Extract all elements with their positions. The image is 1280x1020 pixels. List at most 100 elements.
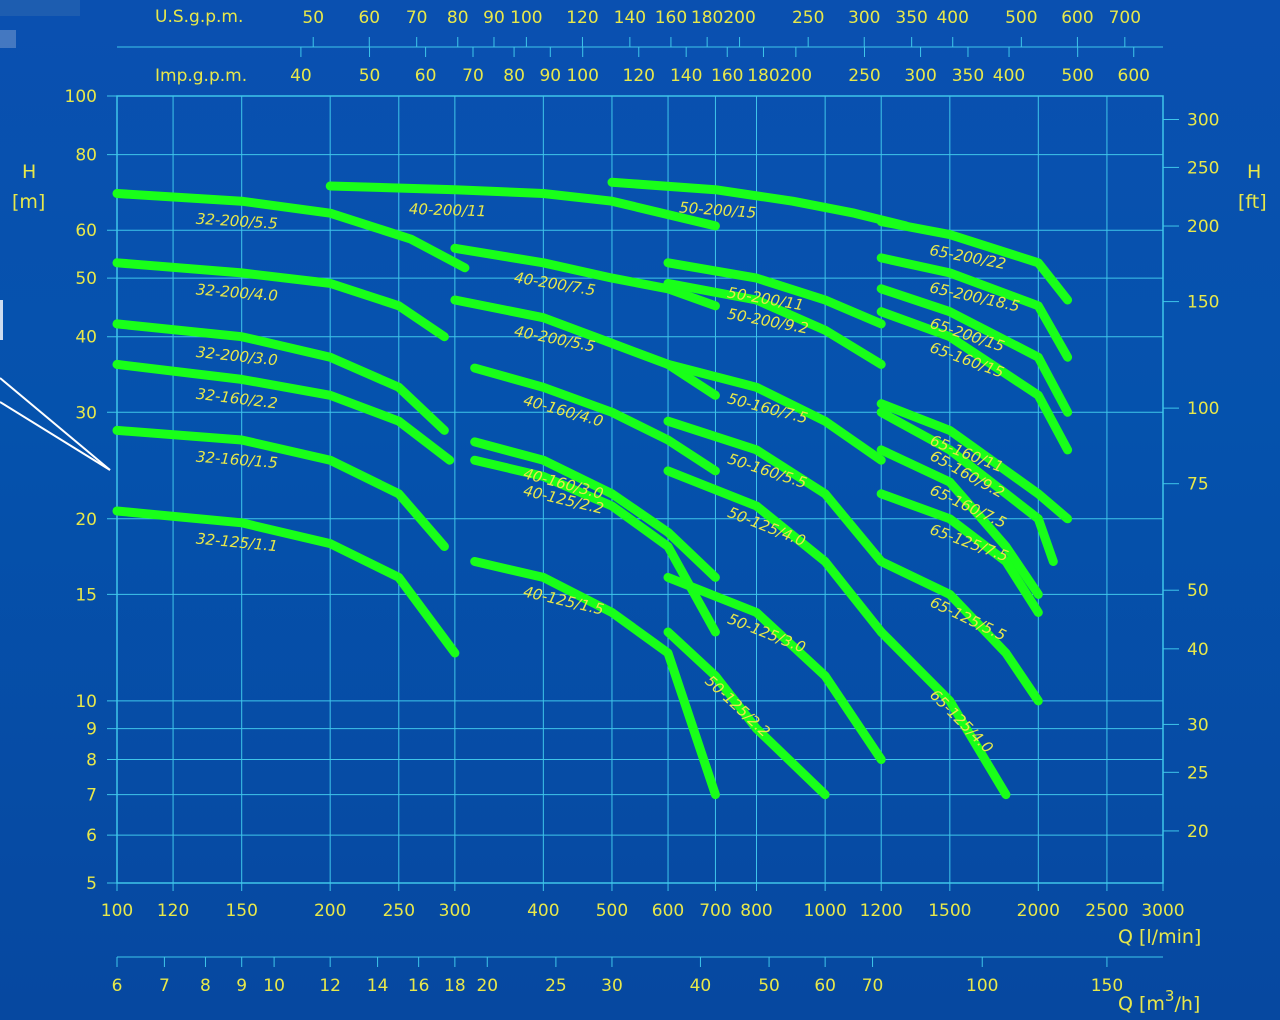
pump-curve-label: 32-200/4.0 bbox=[195, 280, 278, 305]
y-tick-label-m: 9 bbox=[86, 720, 97, 740]
pump-curve-label: 40-200/11 bbox=[409, 200, 487, 220]
curves-layer bbox=[112, 177, 1073, 800]
pump-curve bbox=[876, 407, 1058, 566]
pump-curve bbox=[112, 319, 449, 435]
x-tick-label-m3h: 6 bbox=[112, 976, 123, 996]
y-tick-label-m: 5 bbox=[86, 874, 97, 894]
x-tick-label-impgpm: 500 bbox=[1061, 66, 1093, 86]
x-tick-label-m3h: 60 bbox=[814, 976, 836, 996]
x-tick-label-lmin: 800 bbox=[740, 901, 772, 921]
x-tick-label-usgpm: 700 bbox=[1109, 8, 1141, 28]
x-tick-label-usgpm: 600 bbox=[1061, 8, 1093, 28]
y-tick-label-ft: 50 bbox=[1187, 581, 1209, 601]
x-tick-label-m3h: 20 bbox=[476, 976, 498, 996]
x-tick-label-m3h: 30 bbox=[601, 976, 623, 996]
h-left-label: H bbox=[22, 161, 36, 183]
pump-curve bbox=[876, 489, 1043, 617]
pump-curve bbox=[325, 181, 720, 231]
pump-curve bbox=[663, 466, 886, 637]
y-tick-label-m: 50 bbox=[75, 269, 97, 289]
y-tick-label-m: 6 bbox=[86, 826, 97, 846]
x-tick-label-m3h: 70 bbox=[862, 976, 884, 996]
pump-curve bbox=[663, 416, 886, 566]
x-tick-label-m3h: 9 bbox=[236, 976, 247, 996]
x-tick-label-usgpm: 80 bbox=[447, 8, 469, 28]
pump-curve bbox=[450, 243, 720, 311]
y-tick-label-m: 7 bbox=[86, 786, 97, 806]
x-tick-label-usgpm: 160 bbox=[655, 8, 687, 28]
x-tick-label-usgpm: 50 bbox=[302, 8, 324, 28]
q-lmin-label: Q [l/min] bbox=[1118, 926, 1201, 948]
x-tick-label-impgpm: 90 bbox=[539, 66, 561, 86]
pump-curve bbox=[663, 258, 886, 329]
x-tick-label-impgpm: 350 bbox=[952, 66, 984, 86]
x-tick-label-impgpm: 120 bbox=[623, 66, 655, 86]
h-right-unit: [ft] bbox=[1238, 191, 1267, 213]
left-annot-line-1 bbox=[0, 377, 111, 471]
x-tick-label-m3h: 12 bbox=[319, 976, 341, 996]
y-tick-label-m: 40 bbox=[75, 328, 97, 348]
x-tick-label-lmin: 1200 bbox=[860, 901, 903, 921]
pump-curve bbox=[607, 177, 911, 231]
pump-curve-label: 65-125/4.0 bbox=[926, 686, 997, 757]
y-tick-label-m: 80 bbox=[75, 146, 97, 166]
x-tick-label-lmin: 400 bbox=[527, 901, 559, 921]
x-tick-label-lmin: 2000 bbox=[1017, 901, 1060, 921]
x-tick-label-impgpm: 160 bbox=[711, 66, 743, 86]
y-tick-label-m: 15 bbox=[75, 585, 97, 605]
axes-layer: 100 120 150 200 250 300 400 500 600 700 800 1000 120… bbox=[65, 8, 1220, 996]
x-tick-label-lmin: 300 bbox=[439, 901, 471, 921]
left-annot-line-2 bbox=[0, 401, 111, 471]
pump-curve bbox=[112, 425, 449, 551]
pump-curve bbox=[470, 455, 720, 637]
x-tick-label-impgpm: 600 bbox=[1118, 66, 1150, 86]
y-tick-label-m: 10 bbox=[75, 692, 97, 712]
x-tick-label-usgpm: 90 bbox=[483, 8, 505, 28]
y-tick-label-ft: 200 bbox=[1187, 217, 1219, 237]
pump-curve-label: 32-125/1.1 bbox=[195, 530, 278, 556]
y-tick-label-m: 30 bbox=[75, 403, 97, 423]
x-tick-label-m3h: 16 bbox=[408, 976, 430, 996]
x-tick-label-lmin: 600 bbox=[652, 901, 684, 921]
pump-curve-label: 50-200/15 bbox=[679, 198, 757, 221]
pump-curve-label: 32-160/1.5 bbox=[195, 448, 278, 472]
x-tick-label-usgpm: 180 bbox=[691, 8, 723, 28]
x-tick-label-usgpm: 500 bbox=[1005, 8, 1037, 28]
x-tick-label-impgpm: 60 bbox=[415, 66, 437, 86]
top-axis-bar-1 bbox=[0, 0, 80, 16]
x-tick-label-m3h: 100 bbox=[966, 976, 998, 996]
x-tick-label-impgpm: 250 bbox=[848, 66, 880, 86]
pump-curve bbox=[876, 627, 1011, 800]
pump-curve bbox=[112, 258, 449, 342]
x-tick-label-m3h: 10 bbox=[263, 976, 285, 996]
pump-curve-label: 32-160/2.2 bbox=[195, 385, 279, 413]
x-tick-label-impgpm: 100 bbox=[566, 66, 598, 86]
x-tick-label-lmin: 700 bbox=[699, 901, 731, 921]
x-tick-label-m3h: 40 bbox=[690, 976, 712, 996]
impgpm-label: Imp.g.p.m. bbox=[155, 66, 247, 86]
pump-curve-label: 50-125/2.2 bbox=[701, 672, 773, 741]
x-tick-label-m3h: 18 bbox=[444, 976, 466, 996]
left-panel-edge bbox=[0, 300, 3, 340]
x-tick-label-lmin: 2500 bbox=[1085, 901, 1128, 921]
x-tick-label-impgpm: 200 bbox=[780, 66, 812, 86]
x-tick-label-impgpm: 400 bbox=[993, 66, 1025, 86]
y-tick-label-ft: 75 bbox=[1187, 475, 1209, 495]
x-tick-label-lmin: 500 bbox=[596, 901, 628, 921]
y-tick-label-ft: 20 bbox=[1187, 822, 1209, 842]
y-tick-label-m: 8 bbox=[86, 751, 97, 771]
x-tick-label-usgpm: 60 bbox=[358, 8, 380, 28]
q-m3h-label: Q [m3/h] bbox=[1118, 987, 1200, 1015]
x-tick-label-m3h: 7 bbox=[159, 976, 170, 996]
pump-curve bbox=[450, 295, 720, 400]
x-tick-label-m3h: 50 bbox=[758, 976, 780, 996]
usgpm-label: U.S.g.p.m. bbox=[155, 7, 243, 27]
pump-curve bbox=[663, 572, 886, 764]
x-tick-label-impgpm: 300 bbox=[904, 66, 936, 86]
x-tick-label-impgpm: 140 bbox=[670, 66, 702, 86]
x-tick-label-usgpm: 100 bbox=[510, 8, 542, 28]
pump-curve-label: 32-200/5.5 bbox=[195, 210, 278, 233]
x-tick-label-lmin: 250 bbox=[383, 901, 415, 921]
x-tick-label-m3h: 25 bbox=[545, 976, 567, 996]
